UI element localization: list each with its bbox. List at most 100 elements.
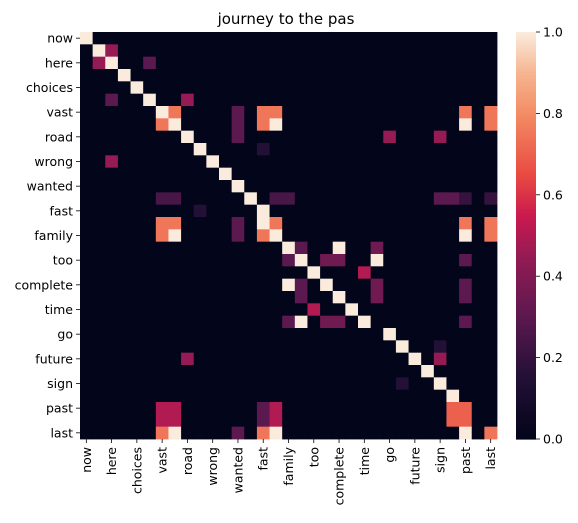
heatmap-cell: [282, 204, 296, 218]
heatmap-cell: [320, 44, 334, 58]
heatmap-cell: [181, 328, 195, 341]
heatmap-cell: [358, 389, 372, 403]
colorbar-segment: [516, 227, 536, 230]
colorbar-segment: [516, 420, 536, 424]
heatmap-cell: [421, 155, 435, 169]
heatmap-cell: [358, 167, 372, 181]
heatmap-cell: [446, 328, 460, 341]
heatmap-cell: [193, 118, 207, 132]
heatmap-cell: [193, 204, 207, 218]
heatmap-cell: [421, 192, 435, 206]
heatmap-cell: [294, 106, 308, 119]
heatmap-cell: [395, 69, 409, 82]
heatmap-cell: [383, 291, 397, 304]
heatmap-cell: [92, 192, 106, 206]
heatmap-cell: [155, 340, 169, 354]
heatmap-cell: [244, 291, 258, 304]
heatmap-cell: [92, 204, 106, 218]
heatmap-cell: [168, 340, 182, 354]
colorbar-segment: [516, 137, 536, 141]
heatmap-cell: [446, 44, 460, 58]
heatmap-cell: [181, 155, 195, 169]
heatmap-cell: [117, 266, 131, 280]
heatmap-cell: [244, 328, 258, 341]
colorbar-segment: [516, 198, 536, 202]
colorbar-segment: [516, 76, 536, 80]
heatmap-cell: [320, 229, 334, 243]
heatmap-cell: [332, 266, 346, 280]
heatmap-cell: [155, 44, 169, 58]
heatmap-cell: [105, 44, 119, 58]
colorbar-segment: [516, 396, 536, 399]
heatmap-cell: [168, 303, 182, 317]
colorbar-segment: [516, 286, 536, 290]
heatmap-cell: [155, 106, 169, 119]
heatmap-cell: [433, 69, 447, 82]
heatmap-cell: [294, 56, 308, 70]
heatmap-cell: [459, 44, 473, 58]
heatmap-cell: [320, 402, 334, 415]
heatmap-cell: [345, 328, 359, 341]
heatmap-cell: [256, 241, 270, 255]
heatmap-cell: [370, 106, 384, 119]
heatmap-cell: [395, 81, 409, 95]
heatmap-cell: [206, 204, 220, 218]
heatmap-cell: [370, 340, 384, 354]
heatmap-cell: [256, 229, 270, 243]
colorbar-segment: [516, 113, 536, 117]
heatmap-cell: [130, 352, 144, 366]
heatmap-cell: [408, 180, 422, 193]
heatmap-cell: [231, 328, 245, 341]
colorbar-segment: [516, 424, 536, 428]
heatmap-cell: [282, 155, 296, 169]
heatmap-cell: [105, 32, 119, 45]
heatmap-cell: [471, 426, 485, 440]
heatmap-cell: [294, 402, 308, 415]
heatmap-cell: [383, 303, 397, 317]
colorbar-segment: [516, 325, 536, 328]
colorbar-segment: [516, 331, 536, 334]
heatmap-cell: [471, 56, 485, 70]
heatmap-cell: [282, 180, 296, 193]
colorbar-segment: [516, 382, 536, 385]
heatmap-cell: [307, 32, 321, 45]
heatmap-cell: [484, 118, 498, 132]
colorbar-segment: [516, 225, 536, 228]
heatmap-cell: [320, 32, 334, 45]
heatmap-cell: [294, 81, 308, 95]
heatmap-cell: [117, 118, 131, 132]
heatmap-cell: [332, 241, 346, 255]
colorbar-segment: [516, 304, 536, 308]
heatmap-cell: [219, 69, 233, 82]
heatmap-cell: [269, 414, 283, 428]
heatmap-cell: [269, 291, 283, 304]
colorbar-segment: [516, 386, 536, 389]
heatmap-cell: [332, 44, 346, 58]
colorbar-segment: [516, 394, 536, 397]
heatmap-cell: [269, 167, 283, 181]
colorbar-segment: [516, 139, 536, 143]
x-tick-label: too: [306, 447, 321, 467]
heatmap-cell: [471, 352, 485, 366]
heatmap-cell: [345, 340, 359, 354]
heatmap-cell: [181, 118, 195, 132]
heatmap-cell: [143, 328, 157, 341]
heatmap-cell: [282, 402, 296, 415]
heatmap-cell: [294, 303, 308, 317]
colorbar-segment: [516, 58, 536, 62]
heatmap-cell: [92, 167, 106, 181]
heatmap-cell: [143, 352, 157, 366]
heatmap-cell: [155, 328, 169, 341]
heatmap-cell: [92, 352, 106, 366]
heatmap-cell: [370, 315, 384, 329]
colorbar-segment: [516, 182, 536, 186]
heatmap-cell: [181, 291, 195, 304]
y-tick-label: fast: [50, 203, 74, 218]
colorbar-segment: [516, 196, 536, 200]
heatmap-cell: [168, 167, 182, 181]
heatmap-cell: [219, 340, 233, 354]
heatmap-cell: [320, 143, 334, 156]
heatmap-cell: [193, 44, 207, 58]
colorbar-segment: [516, 284, 536, 287]
